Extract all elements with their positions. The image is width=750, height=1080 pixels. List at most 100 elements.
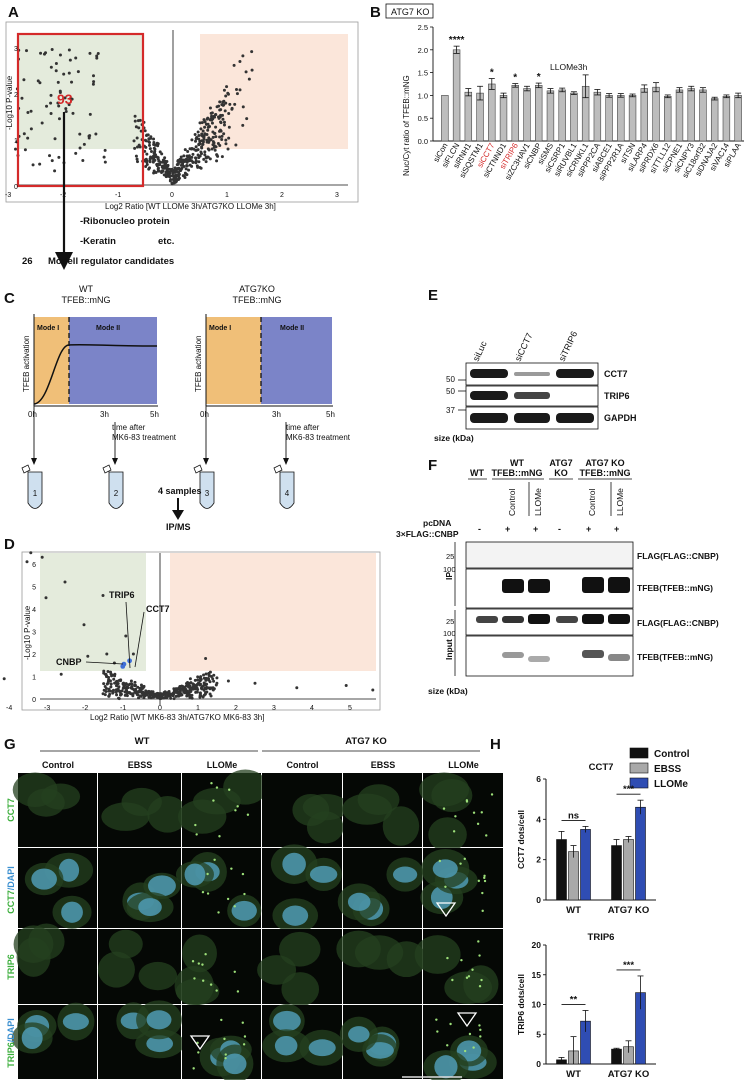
- scatter-point: [141, 693, 145, 697]
- scatter-point: [197, 156, 201, 160]
- panel-g-nucleus: [21, 1026, 43, 1050]
- scatter-point: [53, 169, 57, 173]
- panel-e-marker-2: 37: [446, 406, 455, 415]
- panel-f-marker-3: 100: [443, 629, 456, 638]
- panel-h-legend-label: LLOMe: [654, 779, 688, 790]
- panel-g-punctum: [446, 1044, 449, 1047]
- scatter-point: [137, 689, 141, 693]
- panel-g-punctum: [467, 975, 471, 978]
- panel-c-right-mode1: Mode I: [209, 325, 231, 332]
- scatter-point: [201, 129, 205, 133]
- scatter-point: [147, 143, 151, 147]
- scatter-point: [172, 697, 176, 701]
- panel-g-punctum: [478, 954, 481, 957]
- scatter-point: [197, 142, 201, 146]
- panel-g-nucleus: [273, 1010, 301, 1032]
- panel-g-punctum: [194, 823, 197, 827]
- panel-g-punctum: [209, 983, 213, 986]
- panel-g-punctum: [463, 1049, 467, 1053]
- scatter-point: [152, 146, 156, 150]
- scatter-point: [196, 675, 200, 679]
- scatter-point: [116, 682, 120, 686]
- scatter-point: [170, 693, 174, 697]
- scatter-point: [94, 132, 98, 136]
- panel-f-cond-3: LLOMe: [615, 488, 625, 516]
- panel-e-band: [556, 413, 594, 423]
- panel-b-ytick: 0.5: [418, 114, 428, 123]
- scatter-point: [163, 156, 167, 160]
- panel-f-blot-input-tfeb: [465, 635, 634, 677]
- scatter-point: [228, 102, 232, 106]
- panel-g-punctum: [459, 862, 462, 865]
- panel-c-left-title-2: TFEB::mNG: [62, 295, 111, 305]
- panel-a-ytick-1: 1: [14, 138, 18, 145]
- scatter-point: [68, 58, 72, 62]
- scatter-point: [191, 686, 195, 690]
- panel-g-nucleus: [347, 892, 371, 911]
- panel-d-xtick: -4: [6, 705, 12, 712]
- scatter-point: [210, 121, 214, 125]
- scatter-point: [222, 99, 226, 103]
- panel-g-punctum: [485, 834, 488, 837]
- panel-g-nucleus: [146, 1010, 172, 1030]
- scatter-point: [250, 68, 254, 72]
- scatter-point: [206, 128, 210, 132]
- scatter-point: [200, 145, 204, 149]
- panel-g-nucleus: [58, 858, 80, 882]
- scatter-point: [129, 692, 133, 696]
- scatter-point: [194, 139, 198, 143]
- panel-g-punctum: [460, 958, 463, 962]
- scatter-point: [221, 117, 225, 121]
- scatter-point: [213, 115, 217, 119]
- scatter-point: [196, 688, 200, 692]
- panel-h-ytick: 4: [536, 814, 541, 824]
- panel-h-bar: [635, 806, 646, 901]
- panel-d-ytick: 3: [32, 630, 36, 637]
- panel-d-ytick: 4: [32, 607, 36, 614]
- scatter-point: [148, 160, 152, 164]
- scatter-point: [212, 141, 216, 145]
- panel-g-punctum: [215, 786, 219, 789]
- panel-d-scatter: [2, 551, 375, 701]
- scatter-point: [182, 158, 186, 162]
- panel-g-punctum: [479, 1035, 482, 1038]
- panel-b-bar: [558, 89, 566, 142]
- scatter-point: [214, 683, 218, 687]
- scatter-point: [200, 133, 204, 137]
- panel-b-ylabel: Nuc/Cyt ratio of TFEB::mNG: [402, 75, 411, 176]
- panel-c-left-t5: 5h: [150, 410, 159, 419]
- panel-f-band: [608, 614, 630, 624]
- scatter-point: [103, 672, 107, 676]
- panel-h-category-label: ATG7 KO: [608, 1069, 650, 1080]
- scatter-point: [138, 694, 142, 698]
- panel-b-ytick: 2.0: [418, 46, 428, 55]
- panel-b-bar: [652, 86, 660, 142]
- scatter-point: [149, 690, 153, 694]
- panel-g-punctum: [226, 897, 230, 901]
- panel-h-ytick: 2: [536, 855, 541, 865]
- panel-c-right-mode2: Mode II: [280, 325, 304, 332]
- panel-a-xlabel: Log2 Ratio [WT LLOMe 3h/ATG7KO LLOMe 3h]: [105, 202, 276, 211]
- panel-a-result-count: 26: [22, 256, 33, 267]
- panel-b-bar: [605, 95, 613, 142]
- panel-e-band: [556, 369, 594, 378]
- panel-a-xtick: 3: [335, 192, 339, 199]
- scatter-point: [226, 679, 230, 683]
- panel-g-nucleus: [434, 1055, 458, 1079]
- panel-a-ylabel: -Log10 P-value: [5, 75, 14, 130]
- panel-c-right-title-1: ATG7KO: [239, 284, 275, 294]
- panel-g-punctum: [201, 979, 205, 982]
- panel-g-nucleus: [366, 1042, 394, 1059]
- scatter-point: [145, 152, 149, 156]
- scatter-point: [109, 670, 113, 674]
- panel-g-punctum: [468, 1032, 472, 1036]
- panel-c-tube-number: 2: [114, 489, 119, 498]
- panel-d-label-trip6: TRIP6: [109, 590, 135, 600]
- panel-a-arrow-head: [55, 252, 73, 270]
- scatter-point: [153, 143, 157, 147]
- panel-f-marker-1: 100: [443, 565, 456, 574]
- scatter-point: [210, 111, 214, 115]
- scatter-point: [169, 696, 173, 700]
- panel-e-lane-1: siCCT7: [513, 331, 535, 362]
- scatter-point: [223, 109, 227, 113]
